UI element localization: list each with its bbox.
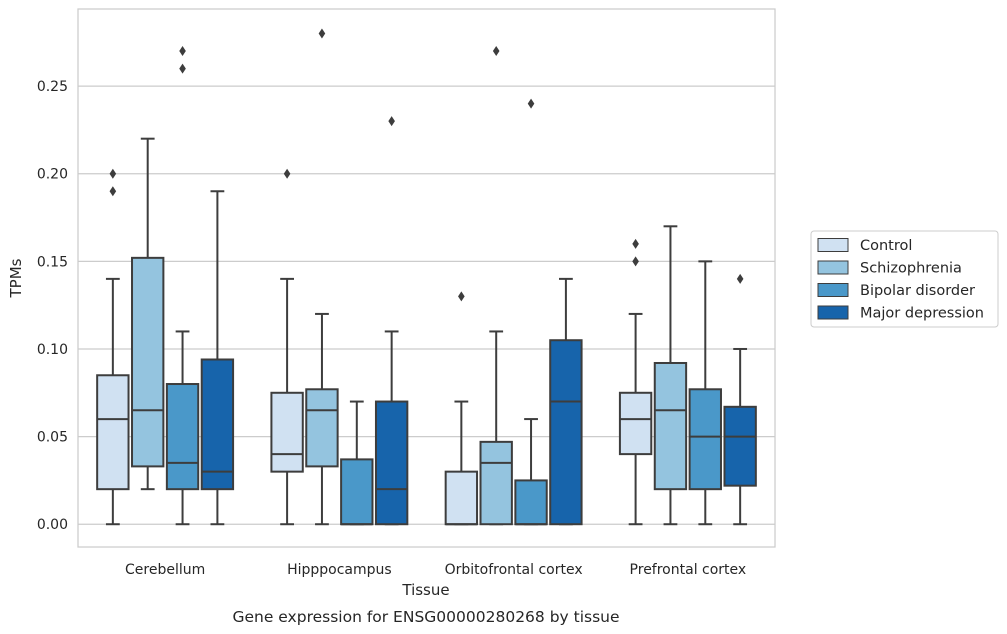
y-tick-label: 0.25	[37, 79, 68, 95]
outlier-point	[632, 256, 639, 267]
box-iqr	[165, 383, 200, 491]
outlier-point	[527, 98, 535, 109]
outlier-point	[318, 28, 326, 39]
legend-frame	[810, 230, 999, 328]
legend-label: Schizophrenia	[860, 261, 962, 277]
box-iqr	[618, 391, 653, 456]
box-iqr	[305, 388, 339, 468]
box-iqr	[374, 400, 409, 526]
y-tick-label: 0.00	[37, 517, 68, 533]
y-axis-label: TPMs	[7, 258, 25, 298]
x-tick-labels: Cerebellum Hipppocampus Orbitofrontal cort…	[125, 562, 746, 578]
box-1-3	[653, 225, 688, 526]
box-2-1	[340, 400, 374, 526]
box-iqr	[549, 339, 583, 526]
legend-swatch	[817, 260, 849, 275]
legend: Control Schizophrenia Bipolar disorder Majo…	[810, 230, 999, 328]
box-iqr	[131, 256, 165, 468]
outlier-point	[179, 63, 186, 74]
box-2-2	[514, 98, 548, 526]
box-3-0	[200, 190, 235, 526]
box-iqr	[479, 440, 513, 526]
x-axis-label: Tissue	[401, 581, 449, 599]
legend-swatch	[817, 238, 849, 252]
box-iqr	[514, 479, 548, 526]
box-0-0	[96, 168, 130, 526]
y-tick-label: 0.10	[37, 342, 68, 358]
box-iqr	[200, 358, 235, 491]
outlier-point	[388, 116, 395, 127]
box-iqr	[340, 458, 374, 526]
legend-label: Major depression	[860, 306, 984, 322]
box-iqr	[653, 361, 688, 491]
box-iqr	[96, 374, 130, 491]
chart-caption: Gene expression for ENSG00000280268 by t…	[232, 608, 619, 626]
legend-swatch	[817, 283, 849, 297]
box-3-3	[723, 273, 757, 526]
x-tick-label: Cerebellum	[125, 562, 205, 578]
y-tick-label: 0.15	[37, 254, 68, 270]
outlier-point	[458, 291, 465, 302]
boxes-layer	[96, 28, 757, 526]
box-3-2	[549, 277, 583, 526]
box-iqr	[688, 388, 722, 491]
box-2-0	[165, 46, 200, 526]
x-tick-label: Prefrontal cortex	[630, 562, 747, 578]
box-iqr	[723, 405, 757, 487]
y-tick-label: 0.05	[37, 430, 68, 446]
x-tick-label: Orbitofrontal cortex	[445, 562, 583, 578]
outlier-point	[283, 168, 291, 179]
y-tick-labels: 0.00 0.05 0.10 0.15 0.20 0.25	[37, 79, 68, 533]
legend-swatch	[817, 305, 849, 320]
legend-label: Bipolar disorder	[860, 283, 975, 299]
box-2-3	[688, 260, 722, 526]
outlier-point	[632, 238, 639, 249]
plot-frame	[77, 8, 776, 548]
box-0-2	[444, 291, 479, 526]
box-1-1	[305, 28, 339, 526]
y-tick-label: 0.20	[37, 167, 68, 183]
x-tick-label: Hipppocampus	[287, 562, 392, 578]
outlier-point	[179, 46, 186, 57]
outlier-point	[736, 273, 744, 284]
box-3-1	[374, 116, 409, 526]
outlier-point	[492, 46, 500, 57]
legend-label: Control	[860, 238, 912, 254]
box-0-3	[618, 238, 653, 526]
outlier-point	[109, 168, 117, 179]
outlier-point	[109, 186, 117, 197]
box-1-2	[479, 46, 513, 526]
box-0-1	[270, 168, 304, 526]
box-1-0	[131, 137, 165, 491]
box-iqr	[444, 470, 479, 526]
box-iqr	[270, 391, 304, 473]
